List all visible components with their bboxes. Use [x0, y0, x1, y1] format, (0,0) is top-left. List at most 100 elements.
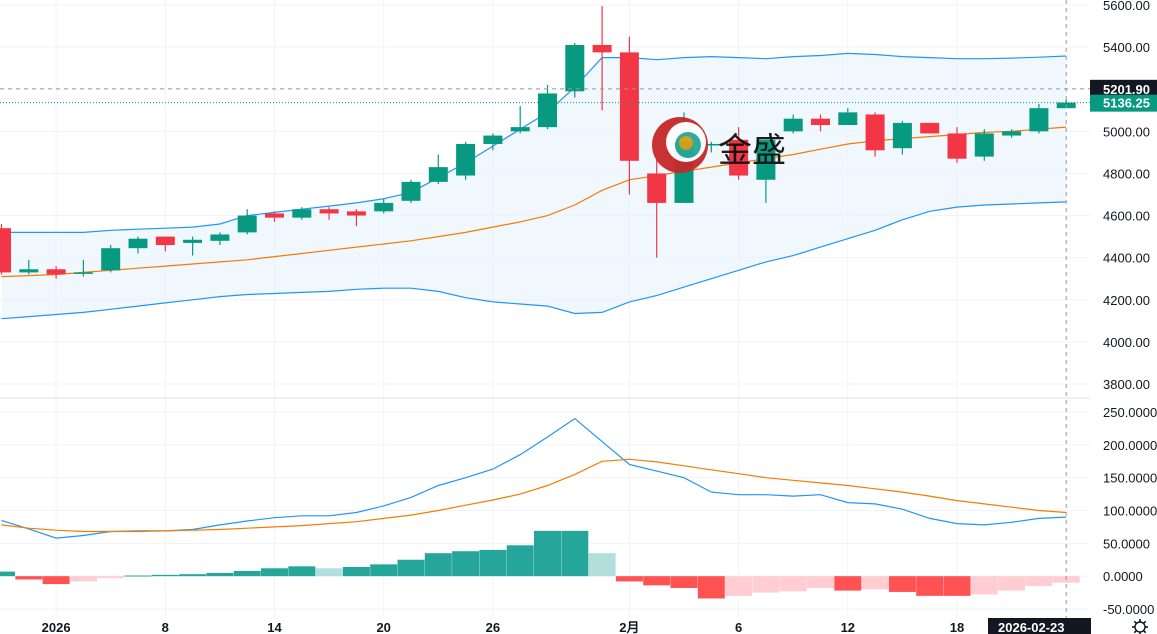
candle — [19, 259, 39, 275]
candle — [974, 129, 994, 161]
histogram-bar — [233, 570, 261, 577]
candle-body — [510, 127, 530, 132]
candle-body — [920, 122, 940, 134]
candle — [101, 245, 121, 273]
histogram-bar — [998, 576, 1026, 591]
candle-body — [729, 139, 749, 176]
bollinger-upper-line — [1, 52, 1067, 233]
candle-body — [0, 228, 11, 273]
histogram-bar — [861, 576, 889, 590]
candle-body — [701, 143, 721, 146]
candle — [783, 114, 803, 134]
time-tick-label: 20 — [376, 620, 390, 634]
gear-icon[interactable] — [1132, 619, 1148, 634]
candle-body — [319, 209, 339, 214]
candle-body — [101, 248, 121, 271]
price-tick-label: 4000.00 — [1103, 335, 1150, 350]
macd-tick-label: 0.0000 — [1103, 569, 1143, 584]
candle-body — [756, 139, 776, 180]
price-tick-label: 4400.00 — [1103, 251, 1150, 266]
last-price-label: 5136.25 — [1090, 94, 1157, 112]
candle-body — [401, 181, 421, 201]
candle — [592, 6, 612, 111]
crosshair-price-label: 5201.90 — [1090, 79, 1157, 98]
macd-tick-label: 250.0000 — [1103, 405, 1157, 420]
histogram-bar — [206, 572, 234, 577]
price-tick-label: 5000.00 — [1103, 124, 1150, 139]
price-tick-label: 4800.00 — [1103, 166, 1150, 181]
price-tick-label: 3800.00 — [1103, 377, 1150, 392]
candle — [510, 106, 530, 134]
candle-body — [892, 122, 912, 149]
bollinger-lower-line — [1, 201, 1067, 320]
candle — [838, 108, 858, 126]
jinsheng-logo-icon — [652, 117, 708, 173]
macd-tick-label: 150.0000 — [1103, 471, 1157, 486]
time-tick-label: 26 — [486, 620, 500, 634]
candle — [73, 259, 93, 277]
histogram-bar — [725, 576, 753, 596]
candle — [1029, 103, 1049, 134]
candle — [374, 198, 394, 214]
histogram-bar — [916, 576, 944, 596]
histogram-bar — [970, 576, 998, 595]
candle — [920, 122, 940, 134]
candle-body — [619, 52, 639, 161]
last-price-text: 5136.25 — [1103, 96, 1150, 111]
candle — [647, 158, 667, 258]
histogram-bar — [615, 576, 643, 582]
candle-body — [19, 269, 39, 273]
time-tick-label: 18 — [950, 620, 964, 634]
histogram-bar — [779, 576, 807, 592]
candle — [210, 232, 230, 246]
crosshair-date-text: 2026-02-23 — [998, 620, 1065, 634]
candle — [428, 154, 448, 184]
histogram-bar — [69, 576, 97, 582]
histogram-bar — [261, 568, 288, 577]
histogram-bar — [97, 576, 125, 579]
histogram-bar — [342, 566, 370, 577]
histogram-bar — [479, 549, 507, 577]
candle — [128, 236, 148, 254]
candle-body — [865, 114, 885, 151]
candle-body — [73, 272, 93, 274]
macd-histogram — [0, 530, 1080, 599]
macd-axis[interactable]: 250.0000 200.0000 150.0000 100.0000 50.0000 0… — [1103, 405, 1157, 617]
candle-body — [811, 118, 830, 126]
histogram-bar — [506, 545, 534, 577]
histogram-bar — [834, 576, 862, 591]
time-axis[interactable]: 2026 8 14 20 26 2月 6 12 18 — [42, 620, 965, 634]
candle-body — [1002, 131, 1022, 136]
signal-line — [1, 458, 1067, 533]
watermark-text: 金盛 — [718, 131, 786, 171]
candle-body — [346, 211, 366, 216]
candle — [183, 236, 203, 256]
price-axis[interactable]: 5600.005400.005200.005000.004800.004600.… — [1103, 0, 1150, 392]
candle-body — [374, 202, 394, 212]
candle-body — [292, 209, 312, 218]
crosshair-date-label: 2026-02-23 — [988, 618, 1091, 634]
price-tick-label: 5600.00 — [1103, 0, 1150, 13]
histogram-bar — [752, 576, 780, 593]
histogram-bar — [670, 576, 698, 588]
candle-body — [483, 135, 503, 144]
macd-tick-label: 50.0000 — [1103, 536, 1150, 551]
candle-body — [1029, 108, 1049, 132]
candle — [0, 223, 11, 275]
histogram-bar — [42, 576, 70, 585]
candle — [483, 133, 503, 151]
candle — [701, 141, 721, 153]
candle-body — [46, 269, 66, 275]
candle — [947, 127, 967, 163]
candle — [756, 139, 776, 203]
histogram-bar — [315, 568, 343, 577]
histogram-bar — [807, 576, 834, 588]
candle — [346, 209, 366, 227]
time-tick-label: 14 — [267, 620, 282, 634]
candle-body — [838, 112, 858, 126]
candle-body — [974, 133, 994, 157]
macd-tick-label: 100.0000 — [1103, 504, 1157, 519]
price-tick-label: 5400.00 — [1103, 40, 1150, 55]
histogram-bar — [151, 574, 179, 577]
